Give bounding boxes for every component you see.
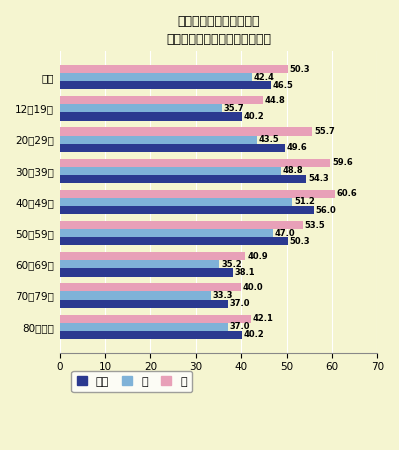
Bar xyxy=(59,190,335,198)
Text: 55.7: 55.7 xyxy=(314,127,335,136)
Text: 37.0: 37.0 xyxy=(229,299,250,308)
Text: 40.0: 40.0 xyxy=(243,283,264,292)
Bar xyxy=(59,206,314,214)
Bar xyxy=(59,166,281,175)
Text: 42.1: 42.1 xyxy=(253,314,273,323)
Bar xyxy=(59,268,233,276)
Text: 48.8: 48.8 xyxy=(283,166,304,175)
Text: 40.9: 40.9 xyxy=(247,252,268,261)
Text: 50.3: 50.3 xyxy=(290,237,310,246)
Bar xyxy=(59,315,251,323)
Bar xyxy=(59,260,219,268)
Text: 33.3: 33.3 xyxy=(213,291,233,300)
Title: 性別・年齢階級別にみた
悩みやストレスがある者の割合: 性別・年齢階級別にみた 悩みやストレスがある者の割合 xyxy=(166,15,271,46)
Bar xyxy=(59,331,242,339)
Text: 50.3: 50.3 xyxy=(290,65,310,74)
Bar xyxy=(59,127,312,135)
Text: 54.3: 54.3 xyxy=(308,175,329,184)
Text: 51.2: 51.2 xyxy=(294,198,315,207)
Legend: 総数, 男, 女: 総数, 男, 女 xyxy=(71,371,192,392)
Text: 35.7: 35.7 xyxy=(223,104,244,113)
Text: 38.1: 38.1 xyxy=(234,268,255,277)
Text: 59.6: 59.6 xyxy=(332,158,353,167)
Text: 43.5: 43.5 xyxy=(259,135,280,144)
Bar xyxy=(59,323,227,331)
Bar xyxy=(59,135,257,144)
Bar xyxy=(59,300,227,308)
Bar xyxy=(59,104,222,112)
Text: 56.0: 56.0 xyxy=(316,206,336,215)
Bar xyxy=(59,81,271,90)
Text: 40.2: 40.2 xyxy=(244,112,265,121)
Text: 37.0: 37.0 xyxy=(229,322,250,331)
Text: 47.0: 47.0 xyxy=(275,229,295,238)
Bar xyxy=(59,292,211,300)
Bar xyxy=(59,237,288,245)
Bar xyxy=(59,252,245,260)
Bar xyxy=(59,96,263,104)
Text: 40.2: 40.2 xyxy=(244,330,265,339)
Bar xyxy=(59,221,302,229)
Text: 53.5: 53.5 xyxy=(304,220,325,230)
Text: 46.5: 46.5 xyxy=(273,81,293,90)
Bar xyxy=(59,65,288,73)
Text: 44.8: 44.8 xyxy=(265,96,286,105)
Text: 49.6: 49.6 xyxy=(286,143,307,152)
Bar xyxy=(59,112,242,121)
Text: 42.4: 42.4 xyxy=(254,73,275,82)
Bar xyxy=(59,158,330,166)
Bar xyxy=(59,73,252,81)
Text: 60.6: 60.6 xyxy=(337,189,358,198)
Bar xyxy=(59,284,241,292)
Text: 35.2: 35.2 xyxy=(221,260,242,269)
Bar xyxy=(59,175,306,183)
Bar xyxy=(59,144,285,152)
Bar xyxy=(59,198,292,206)
Bar xyxy=(59,229,273,237)
